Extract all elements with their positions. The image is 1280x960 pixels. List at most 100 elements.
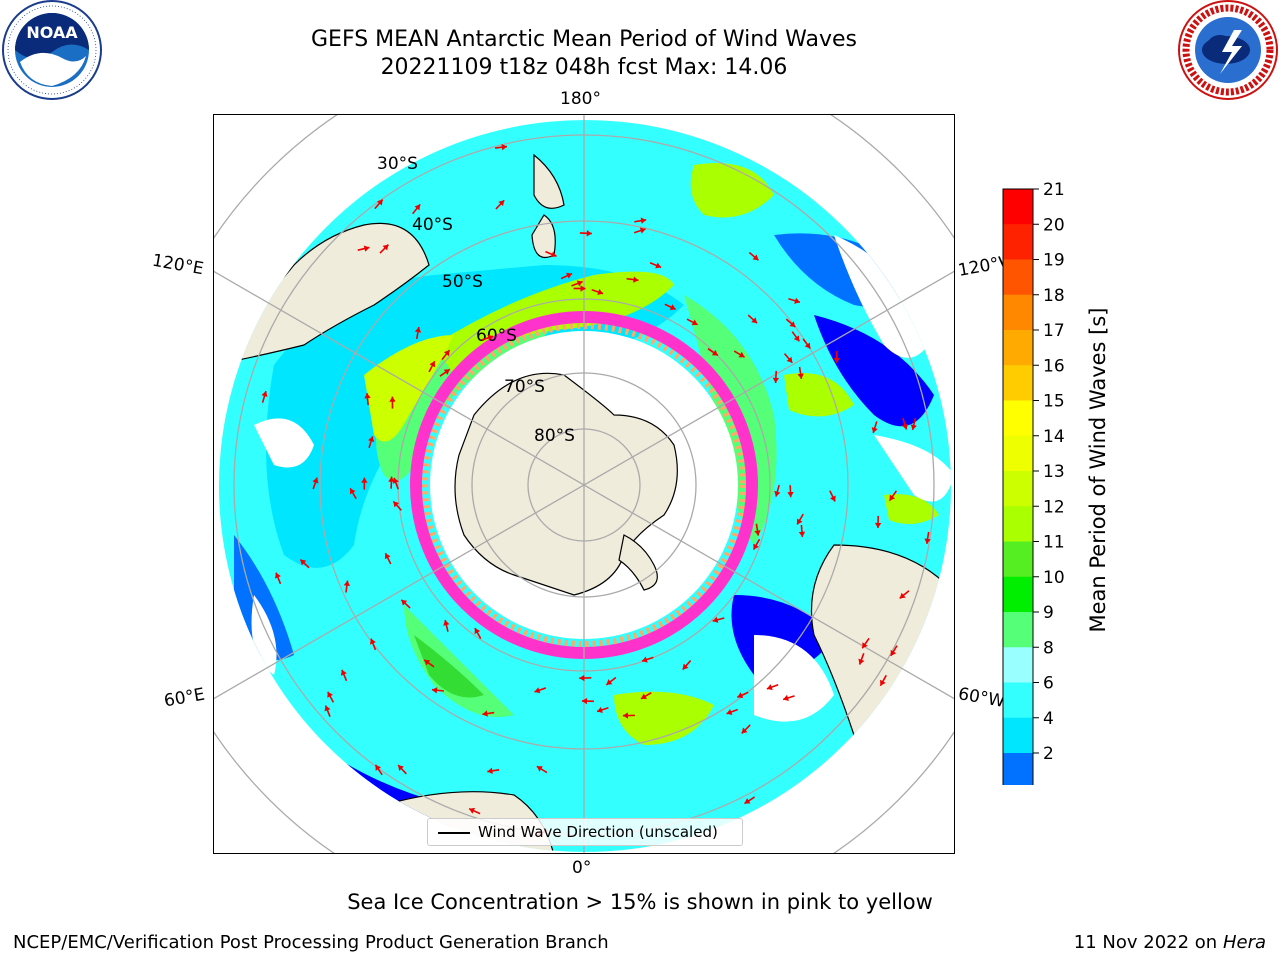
wind-wave-arrowhead [382,244,389,251]
colorbar-tick-label: 8 [1043,638,1054,658]
wind-wave-arrowhead [361,477,368,483]
footer-date-text: 11 Nov 2022 on [1073,932,1218,953]
colorbar-segment [1003,753,1033,785]
wind-wave-arrowhead [388,476,395,482]
wind-wave-arrowhead [871,427,878,433]
colorbar-segment [1003,647,1033,683]
wind-wave-arrowhead [487,334,494,341]
colorbar-segment [1003,576,1033,613]
colorbar-label: Mean Period of Wind Waves [s] [1086,307,1110,633]
colorbar-tick-label: 6 [1043,674,1054,694]
wind-wave-arrowhead [536,766,543,772]
wind-wave-arrowhead [622,712,629,719]
wind-wave-arrowhead [737,692,744,699]
wind-wave-arrowhead [910,424,917,430]
wind-wave-arrowhead [833,357,840,363]
sea-ice-caption: Sea Ice Concentration > 15% is shown in … [347,890,933,914]
colorbar-segment [1003,330,1033,366]
colorbar-segment [1003,294,1033,331]
wind-wave-arrowhead [414,204,421,211]
wind-wave-arrowhead [753,543,759,550]
wind-wave-arrowhead [429,361,436,368]
wind-wave-arrowhead [789,321,796,327]
lat-label-80s: 80°S [534,426,575,446]
wind-wave-arrowhead [534,687,541,694]
colorbar-segment [1003,259,1033,296]
wind-wave-arrowhead [343,580,351,587]
wind-wave-arrowhead [389,396,396,402]
colorbar-segment [1003,682,1033,719]
lat-label-50s: 50°S [442,272,483,292]
wind-wave-arrowhead [798,531,806,537]
wind-wave-arrowhead [633,276,639,283]
wind-wave-arrowhead [443,620,450,626]
wind-wave-arrowhead [261,391,268,397]
colorbar-frame [1002,188,1034,785]
antarctic-peninsula [618,534,658,591]
colorbar-segment [1003,541,1033,578]
wind-wave-arrowhead [862,642,868,649]
wind-wave-arrowhead [274,572,281,579]
lon-label-180: 180° [560,89,601,109]
wind-wave-arrowhead [375,764,381,771]
wind-wave-arrowhead [401,599,408,606]
wind-wave-arrowhead [398,765,404,771]
colorbar-tick-label: 14 [1043,427,1065,447]
wind-wave-arrowhead [576,280,583,287]
colorbar-tick-label: 17 [1043,321,1065,341]
wind-wave-arrowhead [858,658,865,665]
wind-wave-arrowhead [744,798,751,804]
lon-label-0: 0° [572,858,592,878]
wind-wave-arrowhead [469,807,476,814]
wind-wave-arrowhead [712,616,719,623]
wind-wave-arrowhead [414,327,422,333]
wind-wave-arrowhead [392,477,399,484]
wind-wave-arrowhead [890,649,897,656]
wind-wave-arrowhead [794,297,800,304]
wind-wave-arrowhead [340,669,347,676]
colorbar: 21 20 19 18 17 16 15 14 13 12 11 10 9 8 6 4 2 [1002,180,1065,785]
polar-map: 30°S 40°S 50°S 60°S 70°S 80°S [214,115,954,853]
wind-wave-arrowhead [899,592,906,599]
colorbar-tick-label: 13 [1043,462,1065,482]
wind-wave-arrowhead [774,490,781,497]
lat-label-30s: 30°S [377,154,418,174]
footer-credit: NCEP/EMC/Verification Post Processing Pr… [13,932,609,953]
colorbar-tick-label: 19 [1043,251,1065,271]
wind-wave-arrowhead [368,436,375,443]
wind-wave-arrowhead [327,691,333,698]
latitude-labels: 30°S 40°S 50°S 60°S 70°S 80°S [377,154,575,446]
noaa-logo: NOAA [2,0,102,100]
legend-entry: Wind Wave Direction (unscaled) [478,823,718,841]
wind-wave-arrowhead [711,349,718,356]
wind-wave-arrowhead [376,199,383,206]
colorbar-tick-label: 4 [1043,709,1054,729]
wind-wave-arrowhead [431,687,438,694]
wind-wave-arrowhead [640,217,647,224]
wind-wave-arrowhead [751,317,758,324]
wind-wave-arrowhead [754,530,761,536]
lat-label-60s: 60°S [476,326,517,346]
wind-wave-arrowhead [641,656,648,663]
wind-wave-arrowhead [640,693,647,699]
wind-wave-arrowhead [804,342,811,349]
wind-wave-arrowhead [901,423,909,430]
wind-wave-arrowhead [487,767,493,775]
colorbar-segment [1003,435,1033,472]
footer-date: 11 Nov 2022 on Hera [1074,932,1266,953]
wind-wave-arrowhead [669,304,676,311]
wind-wave-arrowhead [597,288,604,295]
colorbar-tick-label: 12 [1043,497,1065,517]
wind-wave-arrowhead [393,501,400,508]
wind-wave-arrowhead [924,538,931,544]
colorbar-tick-label: 20 [1043,215,1065,235]
colorbar-tick-label: 15 [1043,392,1065,412]
wind-wave-arrowhead [766,684,773,691]
colorbar-tick-label: 11 [1043,533,1065,553]
wind-wave-arrowhead [384,553,391,560]
wind-wave-arrowhead [691,319,698,326]
wind-wave-arrowhead [363,245,370,252]
wind-wave-arrowhead [312,477,319,484]
colorbar-segment [1003,365,1033,401]
wind-wave-arrowhead [786,356,793,363]
